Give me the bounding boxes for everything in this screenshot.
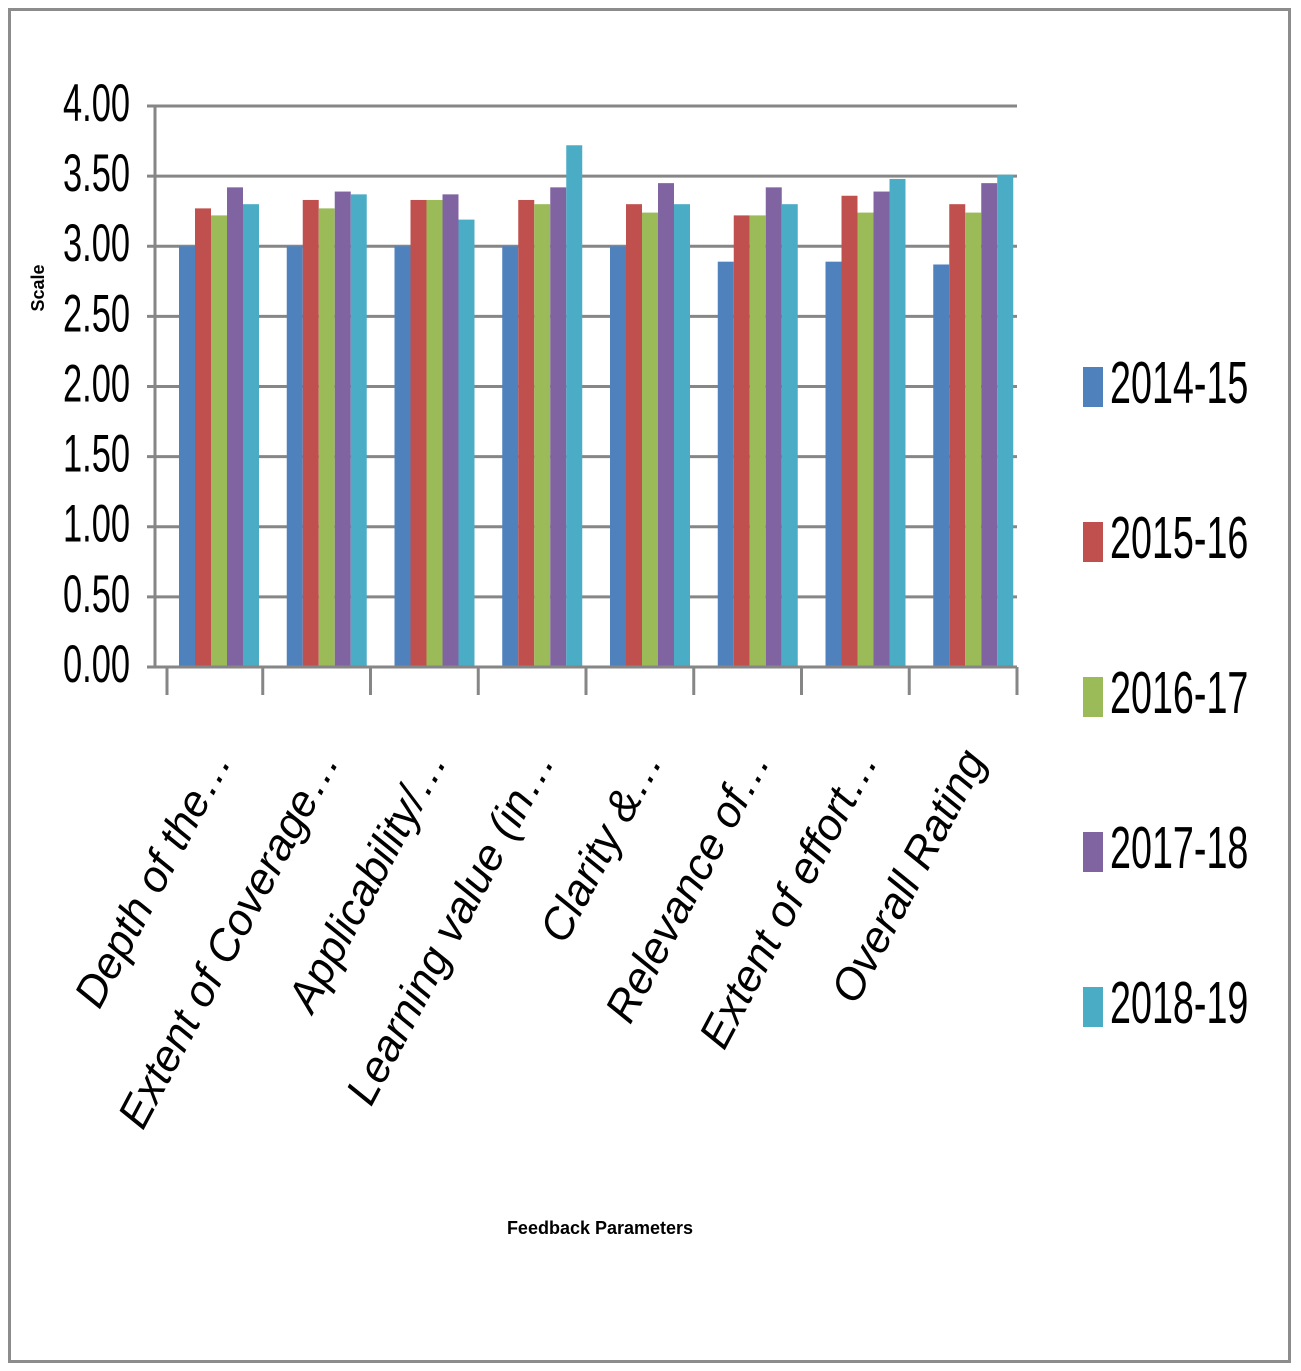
- bar: [394, 246, 411, 667]
- bar: [733, 215, 750, 667]
- bar: [765, 187, 782, 667]
- bar: [949, 204, 966, 668]
- bar: [933, 264, 950, 667]
- legend-label: 2016-17: [1110, 659, 1248, 726]
- bar: [243, 204, 259, 668]
- bar: [227, 187, 243, 667]
- legend-label: 2014-15: [1110, 349, 1248, 416]
- bar: [781, 204, 798, 668]
- y-tick-label: 0.00: [63, 636, 130, 694]
- bar: [965, 212, 982, 667]
- bar: [302, 199, 319, 667]
- legend-swatch: [1083, 367, 1103, 407]
- bar: [350, 194, 367, 668]
- y-tick-label: 4.00: [63, 75, 130, 133]
- bars: [179, 145, 1014, 668]
- y-tick-label: 1.00: [63, 496, 130, 554]
- bar: [749, 215, 766, 667]
- y-tick-label: 0.50: [63, 566, 130, 624]
- legend-swatch: [1083, 522, 1103, 562]
- y-tick-label: 1.50: [63, 426, 130, 484]
- bar: [334, 191, 351, 668]
- bar: [502, 246, 519, 667]
- bar: [458, 219, 475, 668]
- bar: [610, 246, 626, 667]
- bar: [841, 195, 858, 667]
- bar: [997, 174, 1014, 667]
- y-tick-label: 3.50: [63, 145, 130, 203]
- legend: 2014-15 2015-16 2016-17 2017-18 2018-19: [1083, 349, 1248, 1036]
- bar: [410, 199, 427, 667]
- bar: [717, 261, 734, 667]
- legend-swatch: [1083, 987, 1103, 1027]
- bar: [566, 145, 583, 667]
- bar: [518, 199, 535, 667]
- legend-label: 2017-18: [1110, 814, 1248, 881]
- y-tick-label: 2.00: [63, 355, 130, 413]
- bar: [642, 212, 658, 667]
- bar: [981, 183, 998, 667]
- bar: [211, 215, 227, 667]
- bar: [318, 208, 335, 667]
- bar: [889, 178, 906, 667]
- legend-label: 2015-16: [1110, 504, 1248, 571]
- y-tick-labels: 0.00 0.50 1.00 1.50 2.00 2.50 3.00 3.50 4.00: [63, 75, 130, 694]
- x-axis-title: Feedback Parameters: [507, 1218, 693, 1238]
- axes: [153, 106, 1019, 695]
- bar: [674, 204, 690, 668]
- bar: [534, 204, 551, 668]
- bar: [286, 246, 303, 667]
- bar: [426, 199, 443, 667]
- y-axis-title: Scale: [28, 264, 48, 311]
- bar: [873, 191, 890, 668]
- bar: [442, 194, 459, 668]
- bar: [195, 208, 211, 667]
- legend-swatch: [1083, 832, 1103, 872]
- legend-swatch: [1083, 677, 1103, 717]
- bar: [857, 212, 874, 667]
- y-tick-label: 3.00: [63, 215, 130, 273]
- x-category-labels: Depth of the…Extent of Coverage…Applicab…: [65, 741, 996, 1136]
- bar: [658, 183, 674, 667]
- bar: [626, 204, 642, 668]
- bar: [550, 187, 567, 667]
- bar: [179, 246, 195, 667]
- legend-label: 2018-19: [1110, 969, 1248, 1036]
- y-tick-label: 2.50: [63, 285, 130, 343]
- bar: [825, 261, 842, 667]
